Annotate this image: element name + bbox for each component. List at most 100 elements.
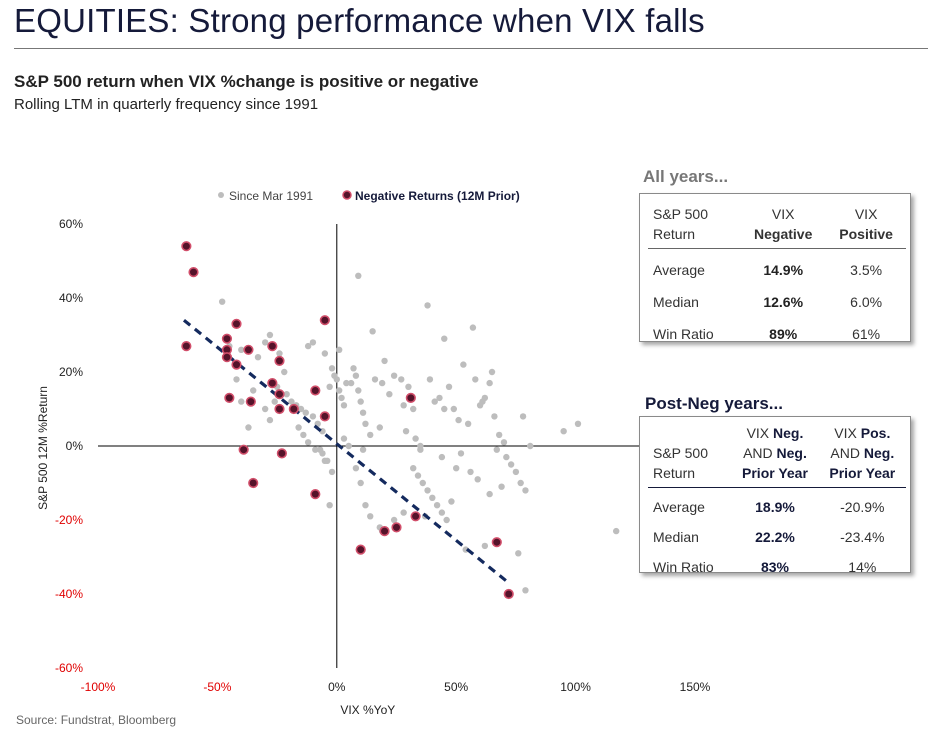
scatter-point bbox=[491, 413, 498, 420]
source-note: Source: Fundstrat, Bloomberg bbox=[16, 713, 177, 727]
x-tick-label: 100% bbox=[560, 680, 591, 694]
scatter-point bbox=[357, 398, 364, 405]
scatter-point bbox=[381, 357, 388, 365]
scatter-point bbox=[431, 398, 438, 405]
scatter-point bbox=[328, 468, 336, 476]
post-col1-header: VIX Neg. AND Neg. Prior Year bbox=[742, 425, 808, 481]
row-label: Average bbox=[653, 499, 705, 515]
scatter-point bbox=[469, 324, 477, 331]
scatter-point-negative bbox=[355, 544, 366, 555]
scatter-point bbox=[312, 446, 319, 453]
scatter-point-negative bbox=[224, 392, 235, 404]
scatter-point bbox=[443, 516, 450, 524]
scatter-point bbox=[362, 502, 369, 509]
scatter-point bbox=[445, 383, 453, 390]
scatter-point-negative bbox=[274, 403, 285, 415]
scatter-point-negative bbox=[288, 403, 299, 415]
scatter-point bbox=[376, 424, 383, 431]
scatter-point-negative bbox=[238, 444, 249, 455]
scatter-point bbox=[519, 413, 527, 420]
scatter-point bbox=[245, 424, 252, 431]
scatter-point bbox=[304, 439, 312, 446]
scatter-point bbox=[522, 487, 529, 494]
vix-negative-value: 12.6% bbox=[763, 294, 804, 310]
scatter-point bbox=[453, 465, 460, 472]
scatter-point bbox=[276, 350, 283, 357]
post-col2-header: VIX Pos. AND Neg. Prior Year bbox=[829, 425, 896, 481]
scatter-point bbox=[441, 335, 448, 342]
vix-positive-value: 61% bbox=[852, 326, 881, 342]
scatter-point bbox=[261, 339, 269, 346]
scatter-point-negative bbox=[188, 267, 199, 278]
table-row: Win Ratio 89% 61% bbox=[648, 313, 906, 345]
scatter-point-negative bbox=[245, 396, 256, 407]
scatter-point bbox=[309, 339, 317, 346]
x-tick-label: 50% bbox=[444, 680, 468, 694]
row-label: Win Ratio bbox=[653, 326, 714, 342]
scatter-point bbox=[300, 431, 307, 439]
y-tick-label: 60% bbox=[59, 217, 83, 231]
scatter-point bbox=[429, 494, 436, 501]
scatter-point bbox=[486, 490, 493, 498]
vix-neg-prior-neg-value: 18.9% bbox=[755, 499, 795, 515]
scatter-point bbox=[495, 431, 503, 439]
post-col0-header: S&P 500 Return bbox=[653, 445, 709, 481]
scatter-point bbox=[405, 383, 412, 390]
scatter-point-negative bbox=[503, 588, 514, 600]
scatter-point bbox=[402, 428, 410, 435]
scatter-point-negative bbox=[310, 385, 321, 396]
scatter-point bbox=[433, 502, 441, 509]
scatter-point bbox=[335, 387, 343, 394]
scatter-point bbox=[352, 465, 360, 472]
scatter-point bbox=[503, 453, 510, 461]
post-neg-years-table: S&P 500 Return VIX Neg. AND Neg. Prior Year… bbox=[639, 416, 911, 575]
vix-positive-value: 6.0% bbox=[850, 294, 883, 310]
legend-label-negative: Negative Returns (12M Prior) bbox=[355, 189, 520, 203]
scatter-point bbox=[436, 394, 443, 402]
title-divider bbox=[14, 48, 928, 49]
row-label: Median bbox=[653, 294, 699, 310]
scatter-point bbox=[367, 513, 374, 520]
vix-pos-prior-neg-value: -23.4% bbox=[840, 529, 885, 545]
scatter-point bbox=[359, 409, 367, 416]
scatter-point-negative bbox=[248, 477, 259, 489]
scatter-point bbox=[507, 461, 515, 468]
scatter-point bbox=[233, 376, 240, 383]
table-row: Average 14.9% 3.5% bbox=[648, 249, 906, 282]
scatter-point-negative bbox=[181, 341, 192, 352]
all-col1-header: VIX Negative bbox=[754, 206, 813, 242]
scatter-point-negative bbox=[410, 511, 421, 522]
scatter-point bbox=[288, 398, 295, 405]
scatter-point bbox=[512, 468, 520, 476]
scatter-point bbox=[438, 453, 446, 461]
x-tick-label: 0% bbox=[328, 680, 346, 694]
legend-marker-negative bbox=[342, 190, 352, 200]
scatter-point bbox=[250, 387, 257, 394]
vix-pos-prior-neg-value: -20.9% bbox=[840, 499, 885, 515]
scatter-point bbox=[281, 368, 288, 376]
scatter-point bbox=[326, 502, 333, 509]
y-tick-label: -60% bbox=[55, 661, 83, 675]
scatter-point bbox=[355, 387, 362, 394]
table-row: Median 22.2% -23.4% bbox=[648, 518, 906, 548]
post-neg-years-title: Post-Neg years... bbox=[645, 394, 783, 413]
scatter-point bbox=[400, 402, 407, 409]
scatter-point-negative bbox=[391, 522, 402, 533]
scatter-point bbox=[515, 550, 522, 557]
scatter-point bbox=[345, 442, 352, 450]
scatter-point bbox=[398, 376, 405, 383]
scatter-point bbox=[355, 272, 362, 279]
scatter-point bbox=[417, 446, 424, 453]
scatter-point bbox=[343, 379, 350, 387]
vix-pos-prior-neg-value: 14% bbox=[848, 559, 877, 575]
scatter-point bbox=[295, 424, 302, 431]
scatter-point bbox=[283, 391, 290, 398]
scatter-point bbox=[472, 376, 479, 383]
scatter-point bbox=[500, 439, 508, 446]
row-label: Median bbox=[653, 529, 699, 545]
scatter-point bbox=[481, 542, 489, 550]
scatter-point bbox=[335, 346, 343, 353]
scatter-point bbox=[261, 405, 269, 413]
scatter-point bbox=[424, 302, 431, 309]
row-label: Win Ratio bbox=[653, 559, 714, 575]
